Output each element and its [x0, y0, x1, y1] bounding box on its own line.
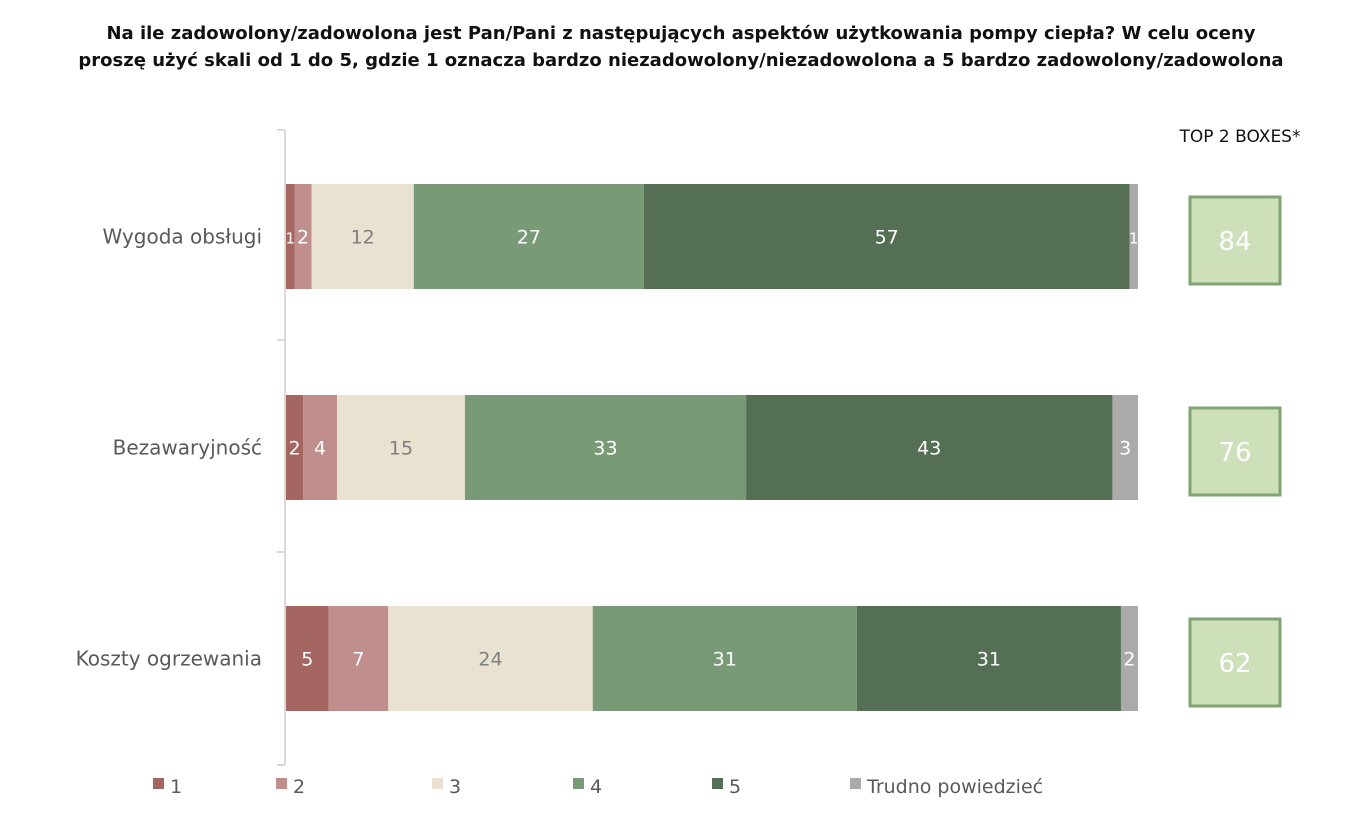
data-label: 3 [1119, 438, 1131, 460]
legend-label: 2 [293, 776, 305, 798]
bar-segment [592, 606, 857, 711]
data-label: 24 [478, 649, 502, 671]
data-label: 57 [875, 227, 899, 249]
data-label: 43 [917, 438, 941, 460]
title-line-1: Na ile zadowolony/zadowolona jest Pan/Pa… [106, 23, 1256, 44]
data-label: 31 [977, 649, 1001, 671]
bar-segment [746, 395, 1113, 500]
data-label: 27 [517, 227, 541, 249]
bar-segment [294, 184, 312, 289]
data-label: 31 [713, 649, 737, 671]
bar-segment [328, 606, 389, 711]
bar-segment [286, 395, 304, 500]
bar-segment [464, 395, 747, 500]
chart-title: Na ile zadowolony/zadowolona jest Pan/Pa… [0, 20, 1362, 74]
top2-value: 84 [1218, 227, 1251, 257]
bar-segment [303, 395, 338, 500]
bar-segment [286, 184, 295, 289]
legend-label: 1 [170, 776, 182, 798]
legend-swatch [712, 778, 723, 789]
bar-segment [856, 606, 1121, 711]
top2-box [1188, 617, 1282, 708]
bar-segment [1120, 606, 1138, 711]
bar-segment [286, 606, 329, 711]
title-line-2: proszę użyć skali od 1 do 5, gdzie 1 ozn… [78, 50, 1284, 71]
bar-segment [388, 606, 593, 711]
bar-segment [1112, 395, 1138, 500]
legend-swatch [573, 778, 584, 789]
data-label: 4 [314, 438, 326, 460]
bar-segment [413, 184, 644, 289]
legend-label: 4 [590, 776, 602, 798]
data-label: 2 [288, 438, 300, 460]
legend-swatch [432, 778, 443, 789]
legend-swatch [153, 778, 164, 789]
data-label: 5 [301, 649, 313, 671]
bar-segment [643, 184, 1130, 289]
bar-segment [1129, 184, 1138, 289]
top2-box [1188, 195, 1282, 286]
bar-segment [337, 395, 465, 500]
category-label: Bezawaryjność [113, 436, 262, 460]
data-label: 1 [1129, 230, 1139, 248]
legend-label: 3 [449, 776, 461, 798]
data-label: 2 [297, 227, 309, 249]
data-label: 2 [1123, 649, 1135, 671]
top2-value: 62 [1218, 649, 1251, 679]
top2-header: TOP 2 BOXES* [1179, 127, 1301, 147]
legend-swatch [276, 778, 287, 789]
legend-label: Trudno powiedzieć [866, 776, 1043, 798]
data-label: 7 [352, 649, 364, 671]
category-label: Koszty ogrzewania [76, 647, 262, 671]
data-label: 33 [593, 438, 617, 460]
bar-segment [311, 184, 414, 289]
data-label: 15 [389, 438, 413, 460]
data-label: 1 [285, 230, 295, 248]
top2-value: 76 [1218, 438, 1251, 468]
data-label: 12 [351, 227, 375, 249]
category-label: Wygoda obsługi [103, 225, 262, 249]
legend-label: 5 [729, 776, 741, 798]
top2-box [1188, 406, 1282, 497]
legend-swatch [850, 778, 861, 789]
